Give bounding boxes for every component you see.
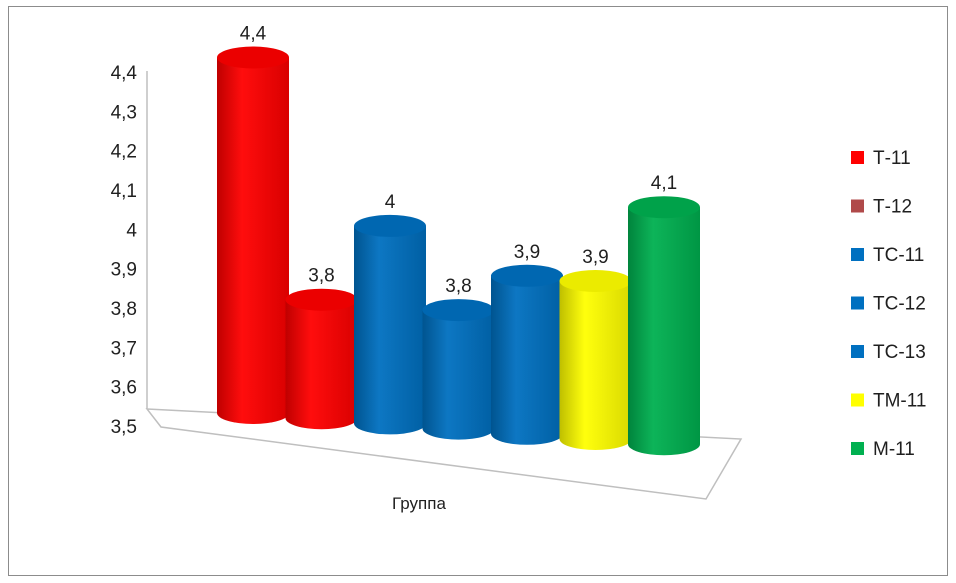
legend-label: ТС-13	[873, 342, 926, 363]
y-tick-label: 3,5	[111, 417, 137, 438]
data-label-ТС-13: 3,9	[514, 242, 540, 263]
data-label-Т-12: 3,8	[308, 266, 334, 287]
legend-item-Т-12: Т-12	[851, 197, 912, 218]
data-label-М-11: 4,1	[651, 173, 677, 194]
y-tick-label: 3,8	[111, 299, 137, 320]
legend-item-ТС-12: ТС-12	[851, 294, 926, 315]
legend-item-ТС-11: ТС-11	[851, 245, 924, 266]
bars	[217, 46, 700, 456]
legend-label: Т-12	[873, 197, 912, 218]
data-label-ТМ-11: 3,9	[582, 247, 608, 268]
bar-ТС-13	[491, 264, 563, 445]
data-label-ТС-11: 4	[385, 192, 396, 213]
x-axis-title: Группа	[392, 494, 446, 513]
y-tick-label: 3,7	[111, 338, 137, 359]
legend: Т-11 Т-12 ТС-11 ТС-12 ТС-13 ТМ-11 М-11	[851, 148, 926, 460]
bar-Т-12	[285, 288, 358, 430]
data-label-ТС-12: 3,8	[445, 276, 471, 297]
legend-label: ТМ-11	[873, 391, 926, 412]
chart-frame: 3,5 3,6 3,7 3,8 3,9 4 4,1 4,2 4,3 4,4 4,4 3,8 4 3,8 3…	[8, 6, 948, 576]
legend-item-ТС-13: ТС-13	[851, 342, 926, 363]
y-tick-label: 3,6	[111, 378, 137, 399]
bar-ТМ-11	[559, 270, 632, 450]
legend-swatch	[851, 199, 864, 213]
legend-item-Т-11: Т-11	[851, 148, 911, 169]
legend-swatch	[851, 393, 864, 407]
y-tick-label: 4,3	[111, 102, 137, 123]
y-tick-label: 4,1	[111, 181, 137, 202]
legend-swatch	[851, 151, 864, 164]
legend-label: Т-11	[873, 148, 911, 169]
legend-label: ТС-12	[873, 294, 926, 315]
y-axis-ticks: 3,5 3,6 3,7 3,8 3,9 4 4,1 4,2 4,3 4,4	[111, 63, 138, 438]
y-tick-label: 4	[126, 220, 137, 241]
legend-swatch	[851, 248, 864, 261]
bar-Т-11	[217, 46, 289, 424]
legend-label: М-11	[873, 439, 915, 460]
bar-ТС-12	[422, 299, 495, 440]
data-label-Т-11: 4,4	[240, 24, 267, 45]
bar-ТС-11	[354, 214, 426, 435]
data-labels: 4,4 3,8 4 3,8 3,9 3,9 4,1	[240, 24, 677, 298]
legend-label: ТС-11	[873, 245, 924, 266]
y-tick-label: 4,4	[111, 63, 138, 84]
bar-М-11	[628, 196, 700, 456]
y-tick-label: 3,9	[111, 260, 137, 281]
legend-item-М-11: М-11	[851, 439, 915, 460]
legend-swatch	[851, 345, 864, 358]
chart-svg: 3,53,63,73,83,944,14,24,34,4 4,43,843,83…	[111, 24, 927, 514]
y-tick-label: 4,2	[111, 142, 137, 163]
legend-swatch	[851, 442, 864, 455]
legend-item-ТМ-11: ТМ-11	[851, 391, 926, 412]
legend-swatch	[851, 296, 864, 310]
